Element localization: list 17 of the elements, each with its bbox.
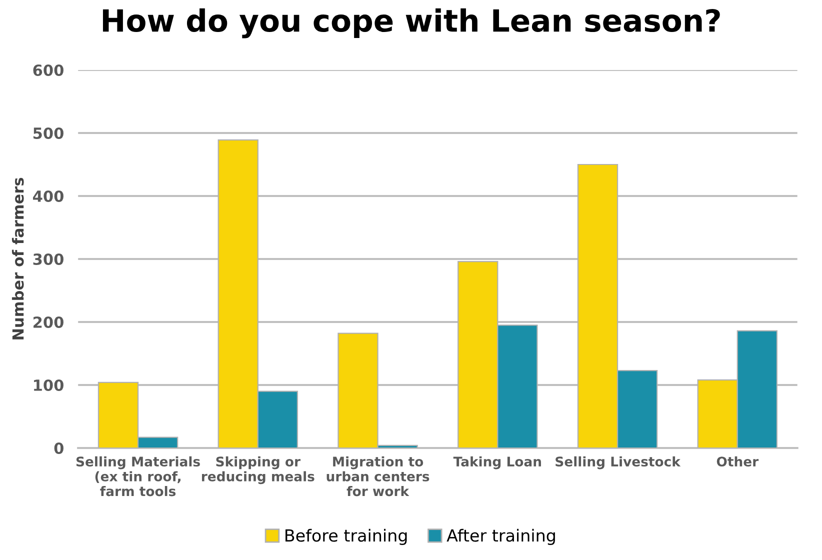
x-tick-label: Migration to urban centers for work	[326, 456, 430, 496]
y-axis-title: Number of farmers	[12, 178, 24, 340]
x-tick-label: Other	[716, 456, 759, 467]
y-tick-label: 300	[33, 253, 64, 266]
x-tick-label: Selling Livestock	[556, 456, 681, 470]
y-tick-label: 0	[54, 442, 64, 454]
y-tick-label: 200	[34, 316, 64, 328]
y-tick-label: 400	[33, 190, 64, 202]
legend-label: Before training	[286, 528, 407, 545]
y-tick-label: 600	[33, 64, 64, 76]
x-tick-label: Selling Materials (ex tin roof, farm tools	[76, 456, 200, 496]
x-tick-label: Skipping or reducing meals	[202, 456, 314, 484]
legend-label: After training	[446, 528, 555, 545]
y-tick-label: 100	[34, 379, 64, 392]
chart-title: How do you cope with Lean season?	[102, 8, 720, 38]
y-tick-label: 500	[33, 127, 64, 140]
x-tick-label: Taking Loan	[453, 456, 541, 470]
